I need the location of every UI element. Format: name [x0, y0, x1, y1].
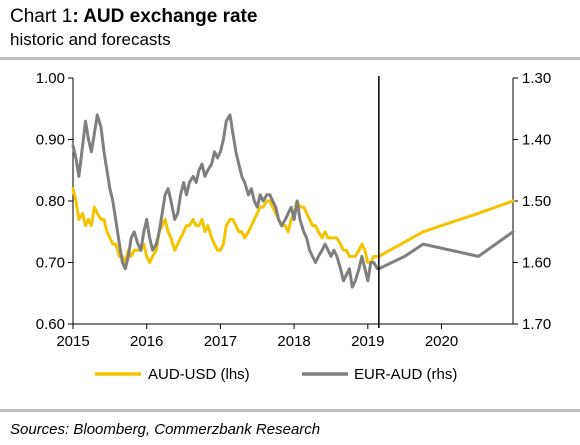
- right-y-tick-label: 1.60: [522, 255, 551, 272]
- chart-title: Chart 1: AUD exchange rate: [10, 6, 257, 28]
- eur-aud-line: [71, 113, 515, 289]
- x-tick-label: 2015: [56, 333, 89, 350]
- x-tick-label: 2018: [277, 333, 310, 350]
- aud-exchange-rate-chart: 1.00 0.90 0.80 0.70 0.60 1.30 1.40 1.50 1.60 1.70…: [36, 70, 551, 383]
- chart-title-block: Chart 1: AUD exchange rate historic and …: [10, 6, 257, 51]
- left-y-tick-label: 1.00: [36, 70, 65, 87]
- left-y-tick-label: 0.60: [36, 316, 65, 333]
- legend-label-eur-aud: EUR-AUD (rhs): [354, 366, 457, 383]
- right-y-tick-label: 1.50: [522, 193, 551, 210]
- x-tick-label: 2016: [130, 333, 163, 350]
- chart-subtitle: historic and forecasts: [10, 30, 171, 49]
- source-note: Sources: Bloomberg, Commerzbank Research: [10, 421, 321, 438]
- left-y-tick-label: 0.80: [36, 193, 65, 210]
- top-rule: [0, 57, 580, 60]
- right-y-tick-label: 1.30: [522, 70, 551, 87]
- legend-label-aud-usd: AUD-USD (lhs): [148, 366, 250, 383]
- x-tick-label: 2020: [425, 333, 458, 350]
- chart-number: Chart 1: [10, 6, 73, 27]
- aud-usd-line: [71, 187, 515, 264]
- right-y-tick-label: 1.70: [522, 316, 551, 333]
- x-tick-label: 2019: [351, 333, 384, 350]
- right-y-tick-label: 1.40: [522, 132, 551, 149]
- left-y-tick-label: 0.70: [36, 255, 65, 272]
- x-tick-label: 2017: [204, 333, 237, 350]
- left-y-tick-label: 0.90: [36, 132, 65, 149]
- chart-title-text: : AUD exchange rate: [72, 6, 258, 27]
- bottom-rule: [0, 409, 580, 412]
